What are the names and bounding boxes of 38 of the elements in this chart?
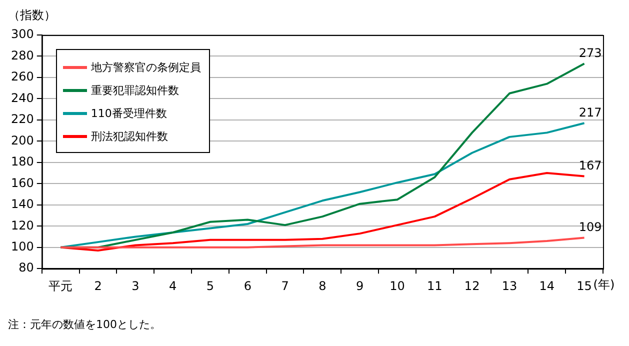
x-tick-label: 11	[427, 278, 442, 293]
x-tick-label: 15	[576, 278, 592, 293]
y-tick-label: 280	[11, 48, 34, 62]
y-tick-label: 220	[11, 112, 34, 126]
y-tick-label: 100	[11, 239, 34, 254]
y-tick-label: 200	[11, 133, 34, 148]
x-tick-label: 5	[206, 278, 214, 293]
x-tick-label: 平元	[48, 278, 73, 293]
x-tick-label: 14	[539, 278, 555, 293]
x-tick-label: 9	[356, 278, 364, 293]
y-tick-label: 120	[11, 218, 34, 232]
y-tick-label: 260	[11, 70, 34, 84]
x-tick-label: 8	[318, 278, 326, 293]
legend-label: 地方警察官の条例定員	[90, 60, 201, 75]
x-tick-label: 10	[390, 278, 405, 293]
x-tick-label: 12	[464, 278, 480, 293]
y-tick-label: 240	[11, 90, 34, 105]
text: 注：元年の数値を100とした。	[8, 318, 161, 331]
x-tick-label: 6	[244, 278, 252, 293]
legend-label: 110番受理件数	[90, 106, 167, 121]
x-axis-title: (年)	[593, 278, 615, 292]
data-label: 109	[578, 220, 602, 234]
x-tick-label: 7	[281, 278, 289, 293]
x-tick-label: 4	[169, 278, 177, 293]
x-tick-label: 2	[94, 278, 102, 293]
y-tick-label: 80	[18, 260, 34, 275]
y-axis-title: （指数）	[8, 8, 56, 22]
data-label: 167	[578, 158, 602, 172]
y-tick-label: 180	[11, 154, 34, 169]
y-tick-label: 140	[11, 197, 34, 212]
data-label: 273	[578, 46, 602, 60]
x-tick-label: 13	[502, 278, 518, 293]
legend-label: 刑法犯認知件数	[90, 129, 168, 144]
y-tick-label: 300	[11, 27, 34, 42]
data-label: 217	[578, 105, 602, 120]
legend-label: 重要犯罪認知件数	[90, 83, 179, 98]
y-tick-label: 160	[11, 176, 34, 190]
x-tick-label: 3	[132, 278, 140, 293]
